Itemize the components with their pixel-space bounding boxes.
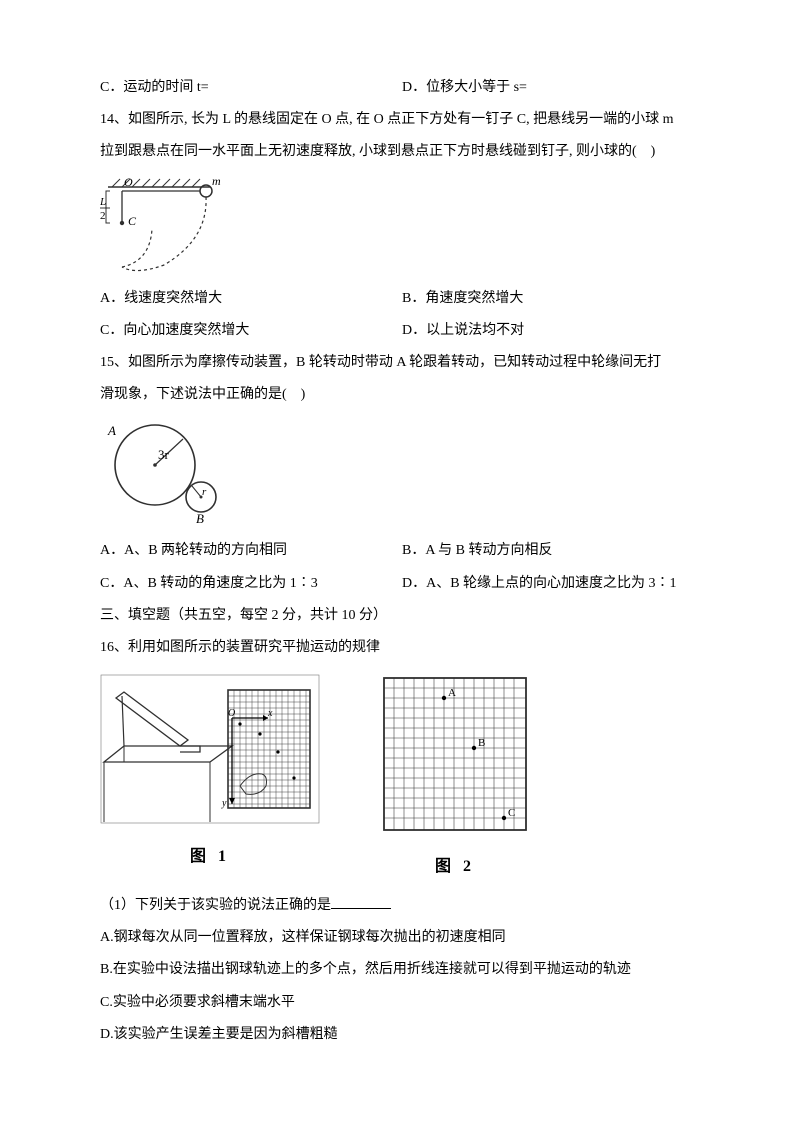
svg-text:x: x — [267, 708, 273, 719]
exam-page: C．运动的时间 t= D．位移大小等于 s= 14、如图所示, 长为 L 的悬线… — [0, 0, 800, 1123]
svg-text:C: C — [128, 214, 137, 228]
q14-option-a: A．线速度突然增大 — [100, 283, 402, 315]
q16-sub1-blank[interactable] — [331, 894, 391, 909]
q14-options: A．线速度突然增大 B．角速度突然增大 C．向心加速度突然增大 D．以上说法均不… — [100, 283, 704, 347]
svg-text:m: m — [212, 175, 221, 188]
q15-option-a: A．A、B 两轮转动的方向相同 — [100, 535, 402, 567]
q14-stem-line1: 14、如图所示, 长为 L 的悬线固定在 O 点, 在 O 点正下方处有一钉子 … — [100, 104, 704, 136]
q13-option-c: C．运动的时间 t= — [100, 72, 402, 104]
svg-text:2: 2 — [100, 210, 106, 222]
q15-stem-line1: 15、如图所示为摩擦传动装置，B 轮转动时带动 A 轮跟着转动，已知转动过程中轮… — [100, 347, 704, 379]
q16-figure-1: O x y 图 1 — [100, 674, 320, 876]
q16-option-c: C.实验中必须要求斜槽末端水平 — [100, 987, 704, 1019]
q16-figure-2: A B C 图 2 — [380, 674, 530, 886]
q15-option-b: B．A 与 B 转动方向相反 — [402, 535, 704, 567]
svg-text:B: B — [478, 737, 485, 749]
q16-sub1: （1）下列关于该实验的说法正确的是 — [100, 890, 704, 922]
q15-figure: 3r A r B — [100, 417, 704, 527]
q13-options: C．运动的时间 t= D．位移大小等于 s= — [100, 72, 704, 104]
q14-option-b: B．角速度突然增大 — [402, 283, 704, 315]
q16-sub1-text: （1）下列关于该实验的说法正确的是 — [100, 898, 331, 913]
q16-figure1-caption: 图 1 — [100, 839, 320, 876]
q15-stem-line2: 滑现象，下述说法中正确的是( ) — [100, 379, 704, 411]
q16-figures: O x y 图 1 A B C 图 2 — [100, 674, 704, 886]
q14-option-c: C．向心加速度突然增大 — [100, 315, 402, 347]
q16-option-a: A.钢球每次从同一位置释放，这样保证钢球每次抛出的初速度相同 — [100, 922, 704, 954]
q13-option-d: D．位移大小等于 s= — [402, 72, 704, 104]
q16-figure2-caption: 图 2 — [380, 849, 530, 886]
q16-option-d: D.该实验产生误差主要是因为斜槽粗糙 — [100, 1019, 704, 1051]
q16-stem: 16、利用如图所示的装置研究平抛运动的规律 — [100, 632, 704, 664]
svg-text:r: r — [202, 486, 207, 498]
svg-text:y: y — [221, 798, 227, 809]
svg-text:O: O — [228, 708, 235, 719]
svg-text:3r: 3r — [158, 447, 170, 462]
section-3-header: 三、填空题（共五空，每空 2 分，共计 10 分） — [100, 600, 704, 632]
q15-options: A．A、B 两轮转动的方向相同 B．A 与 B 转动方向相反 C．A、B 转动的… — [100, 535, 704, 599]
svg-text:C: C — [508, 807, 515, 819]
q15-option-d: D．A、B 轮缘上点的向心加速度之比为 3∶1 — [402, 568, 704, 600]
svg-text:B: B — [196, 511, 204, 526]
q14-figure: O m C L 2 — [100, 175, 704, 275]
q16-option-b: B.在实验中设法描出钢球轨迹上的多个点，然后用折线连接就可以得到平抛运动的轨迹 — [100, 954, 704, 986]
svg-text:A: A — [107, 423, 116, 438]
q15-option-c: C．A、B 转动的角速度之比为 1∶3 — [100, 568, 402, 600]
svg-text:L: L — [100, 196, 106, 208]
svg-text:O: O — [124, 175, 133, 189]
q14-stem-line2: 拉到跟悬点在同一水平面上无初速度释放, 小球到悬点正下方时悬线碰到钉子, 则小球… — [100, 136, 704, 168]
q14-option-d: D．以上说法均不对 — [402, 315, 704, 347]
svg-text:A: A — [448, 687, 456, 699]
